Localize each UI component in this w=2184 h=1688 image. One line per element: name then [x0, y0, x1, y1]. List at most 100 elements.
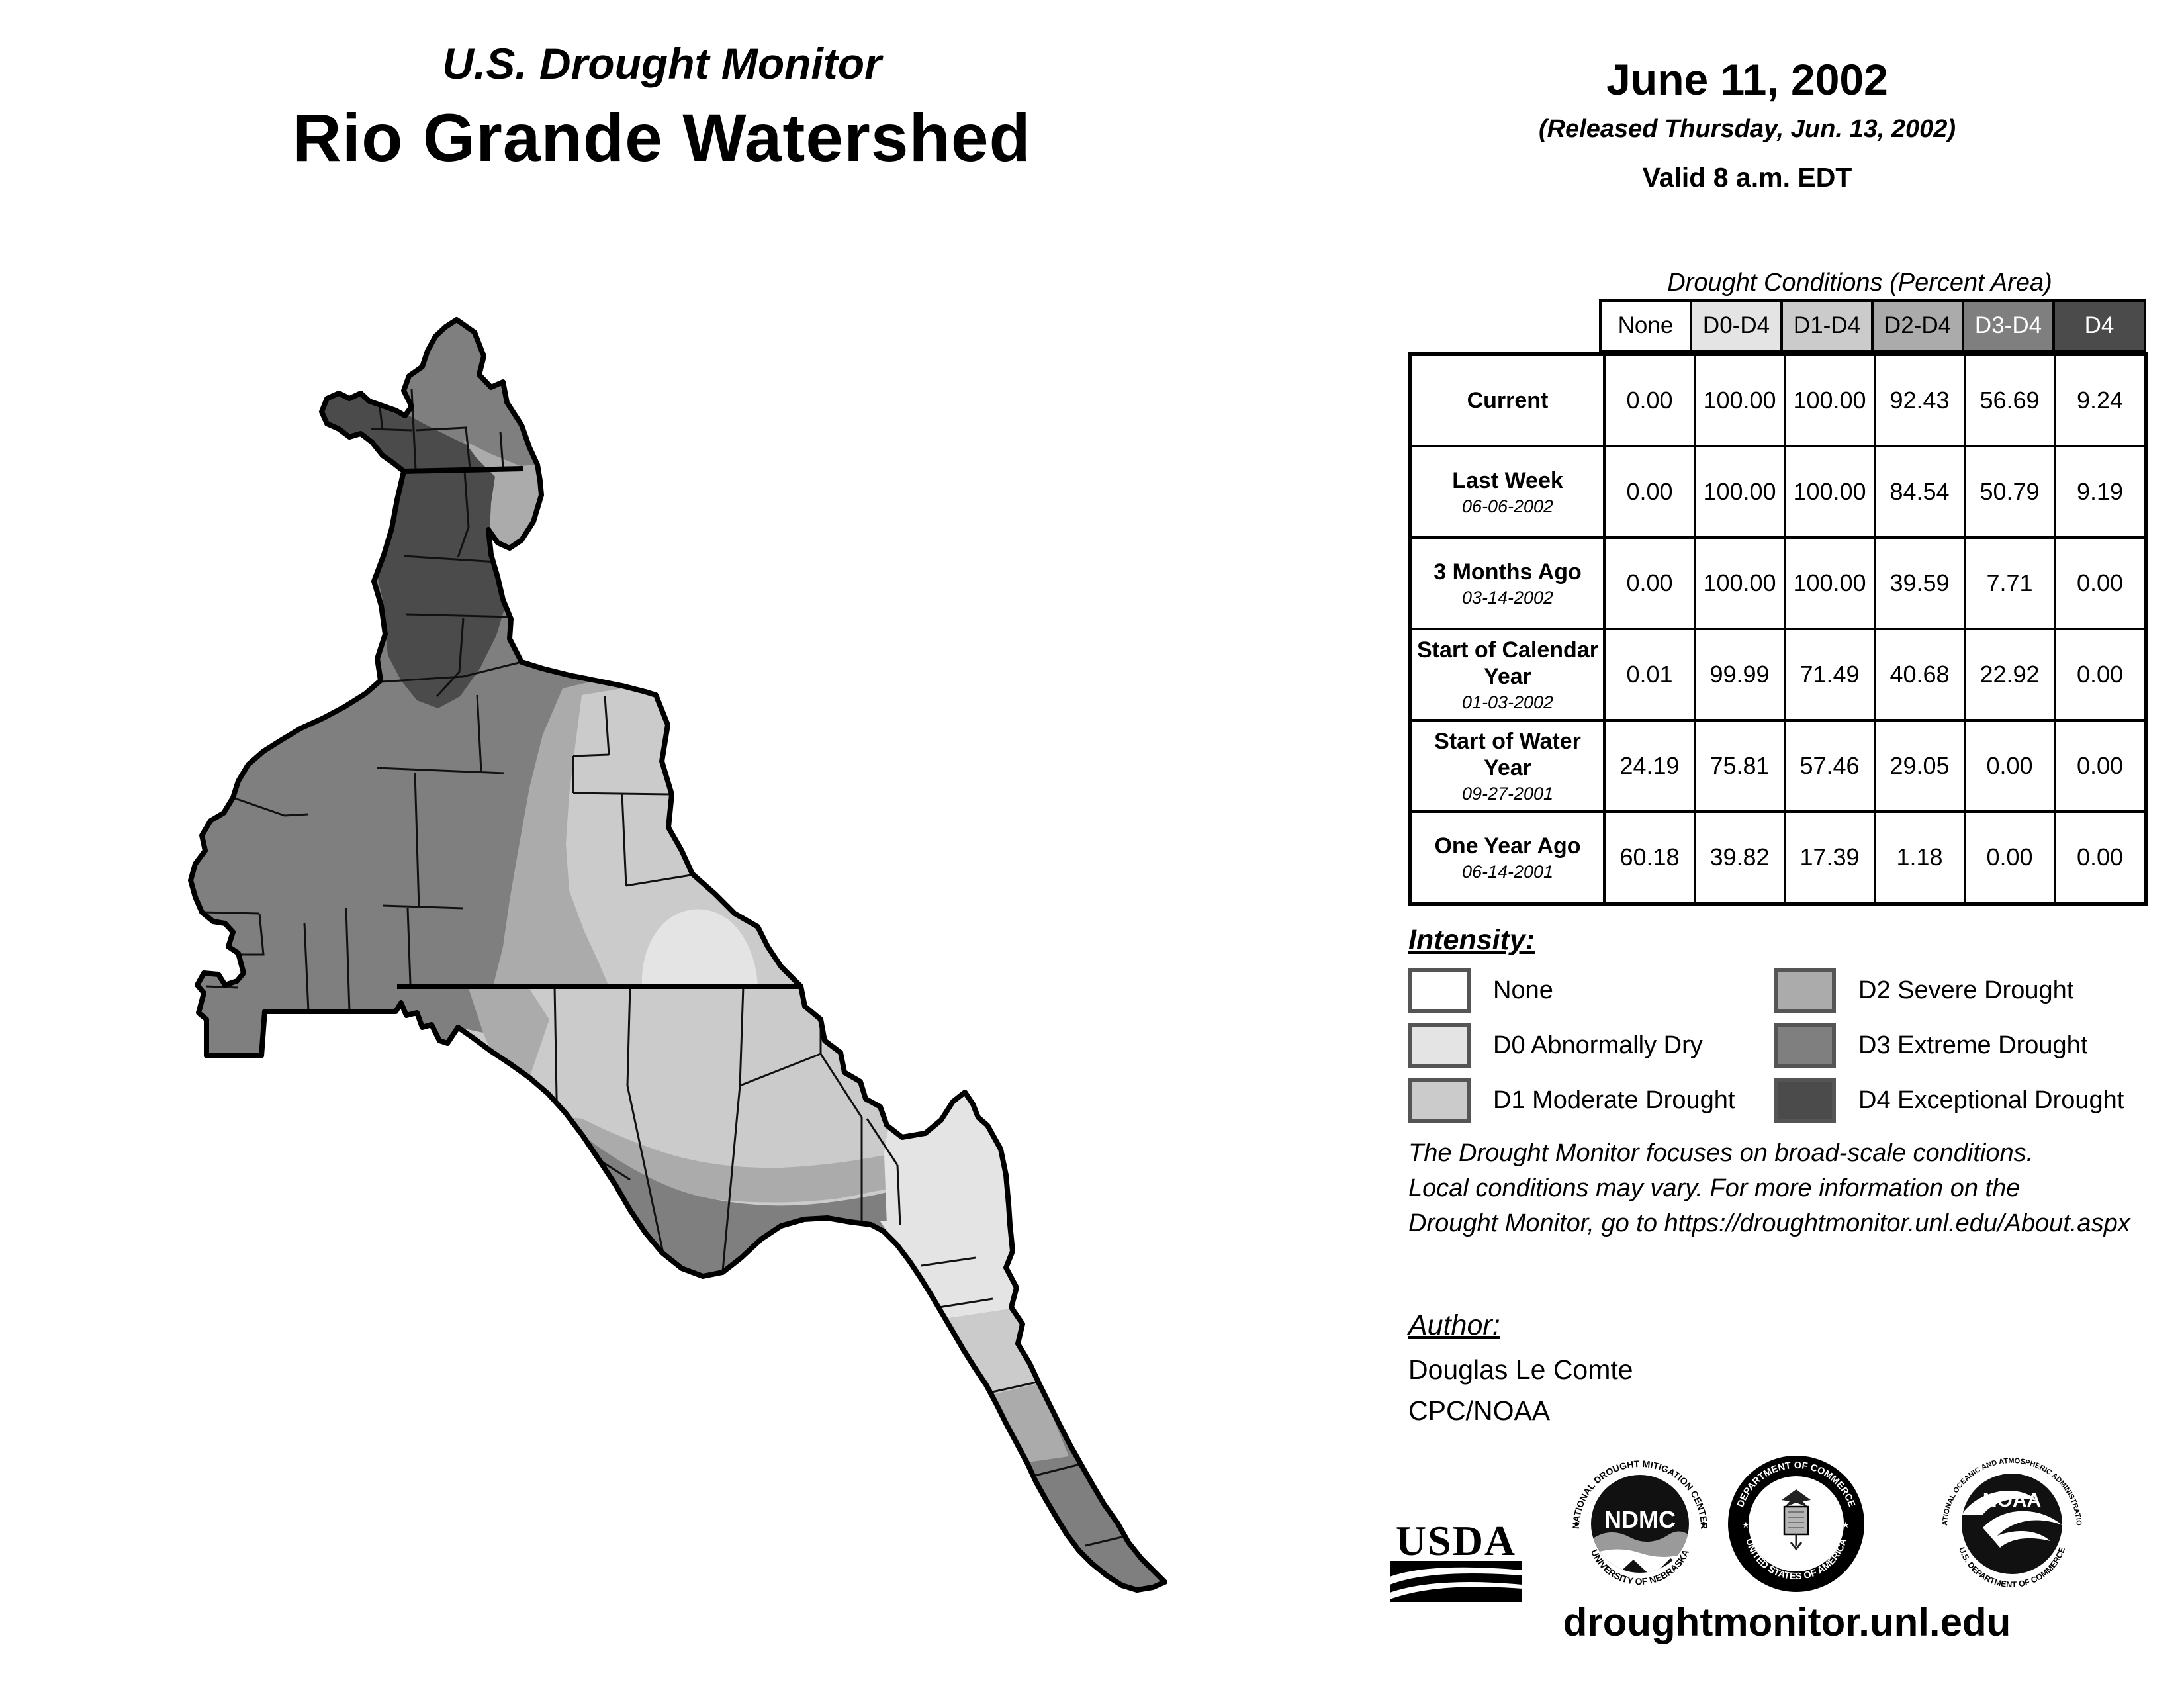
table-row: 3 Months Ago 03-14-2002 0.00 100.00 100.00 39…	[1412, 539, 2144, 630]
table-cell: 9.19	[2054, 447, 2144, 536]
legend-swatch-icon	[1408, 968, 1471, 1013]
row-label: One Year Ago 06-14-2001	[1412, 813, 1603, 902]
table-cell: 40.68	[1874, 630, 1964, 719]
row-period: Current	[1467, 388, 1549, 413]
row-date: 01-03-2002	[1461, 692, 1554, 712]
drought-conditions-table: Current 0.00 100.00 100.00 92.43 56.69 9.24 Las…	[1408, 352, 2148, 906]
row-label: Start of Calendar Year 01-03-2002	[1412, 630, 1603, 719]
table-row: Start of Calendar Year 01-03-2002 0.01 99.9…	[1412, 630, 2144, 722]
table-cell: 100.00	[1784, 447, 1874, 536]
table-row: Current 0.00 100.00 100.00 92.43 56.69 9.24	[1412, 356, 2144, 447]
legend-title: Intensity:	[1408, 924, 1535, 956]
legend-swatch-icon	[1774, 1023, 1836, 1068]
row-label: Current	[1412, 356, 1603, 445]
legend-label: D3 Extreme Drought	[1858, 1031, 2088, 1059]
legend-swatch-icon	[1774, 968, 1836, 1013]
valid-time: Valid 8 a.m. EDT	[1642, 162, 1852, 193]
table-cell: 57.46	[1784, 722, 1874, 810]
column-header-d0-d4: D0-D4	[1690, 299, 1780, 352]
usda-wordmark: USDA	[1395, 1517, 1517, 1564]
table-cell: 24.19	[1603, 722, 1694, 810]
row-date: 09-27-2001	[1461, 783, 1554, 804]
table-cell: 0.00	[1964, 722, 2054, 810]
legend-item-d1: D1 Moderate Drought	[1408, 1078, 1735, 1123]
county-boundaries	[201, 389, 1134, 1547]
disclaimer-text: The Drought Monitor focuses on broad-sca…	[1408, 1139, 2130, 1237]
legend-swatch-icon	[1408, 1023, 1471, 1068]
row-date: 06-14-2001	[1461, 861, 1554, 882]
table-cell: 39.59	[1874, 539, 1964, 628]
table-cell: 0.00	[2054, 722, 2144, 810]
table-header-row: None D0-D4 D1-D4 D2-D4 D3-D4 D4	[1599, 299, 2146, 352]
svg-text:★: ★	[1842, 1520, 1850, 1530]
legend-label: D1 Moderate Drought	[1493, 1086, 1735, 1114]
column-header-d2-d4: D2-D4	[1871, 299, 1962, 352]
table-cell: 1.18	[1874, 813, 1964, 902]
legend-label: D0 Abnormally Dry	[1493, 1031, 1703, 1059]
table-cell: 0.00	[1603, 356, 1694, 445]
table-cell: 0.00	[1603, 539, 1694, 628]
row-period: Start of Water Year	[1434, 728, 1581, 780]
legend-item-d4: D4 Exceptional Drought	[1774, 1078, 2124, 1123]
column-header-none: None	[1599, 299, 1690, 352]
row-label: 3 Months Ago 03-14-2002	[1412, 539, 1603, 628]
date-block: June 11, 2002 (Released Thursday, Jun. 1…	[1363, 54, 2131, 193]
title-block: U.S. Drought Monitor Rio Grande Watershe…	[99, 38, 1224, 177]
table-cell: 71.49	[1784, 630, 1874, 719]
table-cell: 0.01	[1603, 630, 1694, 719]
table-cell: 100.00	[1784, 539, 1874, 628]
table-cell: 0.00	[2054, 630, 2144, 719]
rio-grande-watershed-map	[0, 0, 1257, 1688]
release-date: (Released Thursday, Jun. 13, 2002)	[1538, 115, 1956, 143]
svg-text:★: ★	[1742, 1520, 1750, 1530]
table-cell: 100.00	[1784, 356, 1874, 445]
author-name: Douglas Le Comte	[1408, 1354, 1633, 1385]
state-boundaries	[397, 466, 801, 989]
ndmc-logo: NATIONAL DROUGHT MITIGATION CENTER UNIVE…	[1570, 1458, 1709, 1587]
doc-eagle-icon	[1782, 1489, 1811, 1551]
legend-label: None	[1493, 976, 1553, 1004]
row-period: Last Week	[1452, 467, 1563, 493]
noaa-logo: NATIONAL OCEANIC AND ATMOSPHERIC ADMINIS…	[1939, 1451, 2083, 1589]
table-cell: 0.00	[2054, 539, 2144, 628]
table-cell: 0.00	[1964, 813, 2054, 902]
legend-label: D2 Severe Drought	[1858, 976, 2074, 1004]
map-date: June 11, 2002	[1606, 55, 1888, 104]
table-cell: 7.71	[1964, 539, 2054, 628]
legend-item-d3: D3 Extreme Drought	[1774, 1023, 2087, 1068]
row-label: Last Week 06-06-2002	[1412, 447, 1603, 536]
map-d0-region	[641, 909, 758, 986]
legend-label: D4 Exceptional Drought	[1858, 1086, 2124, 1114]
page-title: Rio Grande Watershed	[293, 100, 1031, 175]
column-header-d4: D4	[2052, 299, 2146, 352]
legend-item-none: None	[1408, 968, 1553, 1013]
noaa-seagull-icon	[1962, 1490, 2062, 1548]
table-cell: 92.43	[1874, 356, 1964, 445]
table-cell: 84.54	[1874, 447, 1964, 536]
table-row: Last Week 06-06-2002 0.00 100.00 100.00 84.54…	[1412, 447, 2144, 539]
table-row: One Year Ago 06-14-2001 60.18 39.82 17.39 1.1…	[1412, 813, 2144, 902]
row-period: 3 Months Ago	[1433, 559, 1582, 585]
table-row: Start of Water Year 09-27-2001 24.19 75.81 5…	[1412, 722, 2144, 813]
table-cell: 9.24	[2054, 356, 2144, 445]
table-cell: 56.69	[1964, 356, 2054, 445]
table-cell: 100.00	[1694, 356, 1784, 445]
table-cell: 100.00	[1694, 539, 1784, 628]
row-period: Start of Calendar Year	[1417, 637, 1598, 689]
table-cell: 39.82	[1694, 813, 1784, 902]
row-label: Start of Water Year 09-27-2001	[1412, 722, 1603, 810]
column-header-d1-d4: D1-D4	[1780, 299, 1871, 352]
usda-logo: USDA	[1388, 1517, 1524, 1605]
table-cell: 0.00	[2054, 813, 2144, 902]
legend-item-d2: D2 Severe Drought	[1774, 968, 2073, 1013]
table-cell: 0.00	[1603, 447, 1694, 536]
report-title: U.S. Drought Monitor	[442, 39, 882, 88]
table-cell: 75.81	[1694, 722, 1784, 810]
map-d1-region	[566, 688, 801, 986]
legend-swatch-icon	[1408, 1078, 1471, 1123]
row-date: 03-14-2002	[1461, 587, 1554, 608]
table-cell: 17.39	[1784, 813, 1874, 902]
site-url: droughtmonitor.unl.edu	[1563, 1600, 2011, 1644]
row-period: One Year Ago	[1434, 833, 1581, 859]
